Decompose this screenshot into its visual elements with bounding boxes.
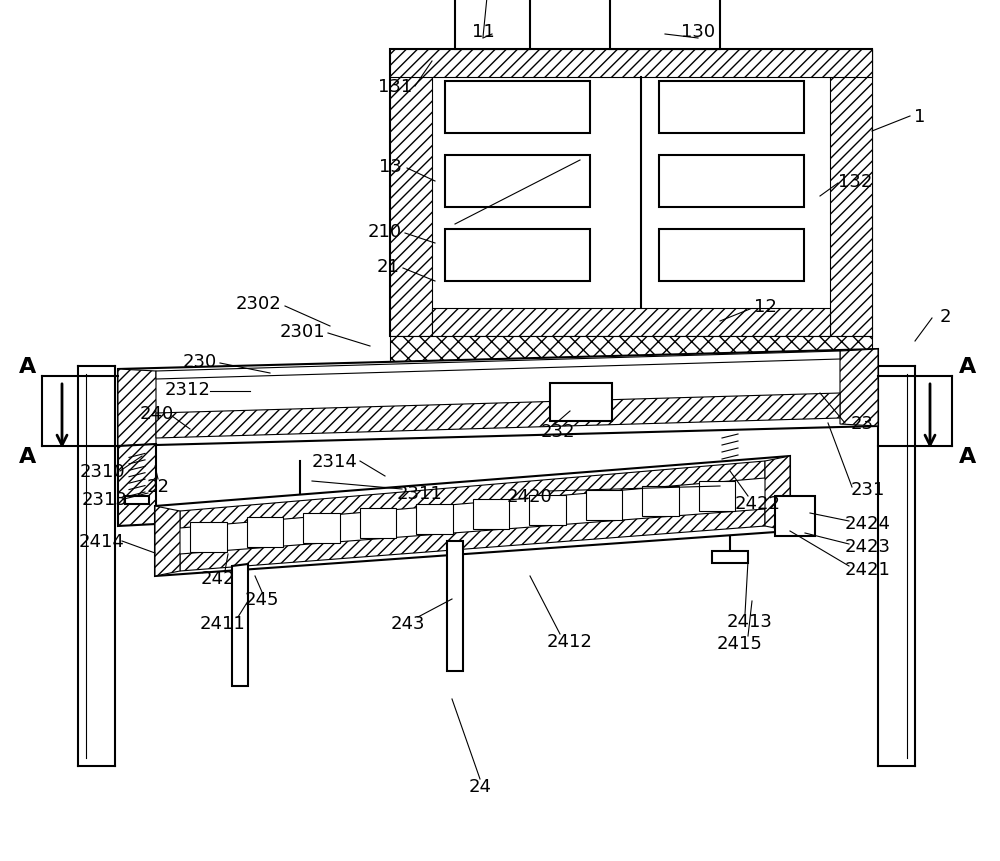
- Polygon shape: [156, 393, 840, 438]
- Text: 131: 131: [378, 77, 412, 96]
- Text: 243: 243: [391, 614, 425, 632]
- Polygon shape: [232, 564, 248, 686]
- Text: 2412: 2412: [547, 632, 593, 650]
- Bar: [390, 50, 872, 337]
- Polygon shape: [473, 499, 509, 530]
- Text: 2314: 2314: [312, 453, 358, 470]
- Polygon shape: [155, 506, 180, 576]
- Polygon shape: [180, 461, 765, 529]
- Bar: [775, 497, 815, 536]
- Text: 2311: 2311: [397, 485, 443, 503]
- Bar: [659, 230, 804, 282]
- Polygon shape: [360, 509, 396, 539]
- Text: 2313: 2313: [82, 491, 128, 508]
- Text: 231: 231: [851, 480, 885, 499]
- Polygon shape: [390, 50, 432, 337]
- Text: A: A: [19, 356, 37, 376]
- Text: 2: 2: [939, 307, 951, 325]
- Bar: [659, 156, 804, 208]
- Bar: [125, 497, 149, 505]
- Polygon shape: [840, 350, 878, 426]
- Text: 2310: 2310: [79, 462, 125, 480]
- Text: A: A: [959, 447, 977, 467]
- Bar: [445, 82, 590, 133]
- Bar: [455, 0, 530, 50]
- Text: 2421: 2421: [845, 561, 891, 579]
- Text: 2423: 2423: [845, 537, 891, 555]
- Bar: [284, 514, 316, 529]
- Text: 2411: 2411: [199, 614, 245, 632]
- Text: 2302: 2302: [235, 294, 281, 313]
- Polygon shape: [642, 486, 679, 516]
- Polygon shape: [830, 50, 872, 337]
- Bar: [550, 383, 612, 422]
- Text: 12: 12: [754, 298, 776, 316]
- Text: 13: 13: [379, 158, 401, 176]
- Text: 232: 232: [541, 423, 575, 441]
- Text: 240: 240: [140, 405, 174, 423]
- Polygon shape: [190, 522, 227, 552]
- Polygon shape: [118, 444, 156, 526]
- Text: 11: 11: [472, 23, 494, 41]
- Text: 242: 242: [201, 569, 235, 587]
- Text: 132: 132: [838, 173, 872, 191]
- Text: A: A: [19, 447, 37, 467]
- Text: 22: 22: [147, 478, 170, 495]
- Polygon shape: [155, 456, 790, 576]
- Bar: [659, 82, 804, 133]
- Text: 230: 230: [183, 353, 217, 370]
- Text: 1: 1: [914, 108, 926, 126]
- Bar: [718, 474, 742, 481]
- Text: 2420: 2420: [507, 487, 553, 505]
- Text: 2312: 2312: [165, 381, 211, 399]
- Bar: [712, 551, 748, 563]
- Polygon shape: [586, 491, 622, 521]
- Polygon shape: [765, 456, 790, 531]
- Bar: [610, 0, 720, 50]
- Polygon shape: [303, 513, 340, 543]
- Text: 210: 210: [368, 223, 402, 241]
- Text: 2413: 2413: [727, 612, 773, 630]
- Polygon shape: [447, 541, 463, 671]
- Polygon shape: [118, 350, 878, 447]
- Bar: [445, 156, 590, 208]
- Polygon shape: [529, 495, 566, 525]
- Polygon shape: [180, 510, 765, 572]
- Text: 2422: 2422: [735, 494, 781, 512]
- Text: 245: 245: [245, 591, 279, 608]
- Text: 24: 24: [468, 777, 492, 795]
- Text: 21: 21: [377, 257, 399, 276]
- Text: 2414: 2414: [79, 532, 125, 550]
- Polygon shape: [416, 505, 453, 534]
- Polygon shape: [156, 351, 840, 380]
- Polygon shape: [118, 369, 156, 447]
- Polygon shape: [698, 481, 735, 511]
- Text: 2301: 2301: [279, 323, 325, 341]
- Text: 23: 23: [850, 414, 874, 432]
- Text: 2415: 2415: [717, 635, 763, 653]
- Bar: [445, 230, 590, 282]
- Text: 130: 130: [681, 23, 715, 41]
- Polygon shape: [247, 517, 283, 548]
- Polygon shape: [390, 50, 872, 77]
- Text: A: A: [959, 356, 977, 376]
- Polygon shape: [390, 337, 872, 379]
- Text: 2424: 2424: [845, 514, 891, 532]
- Polygon shape: [432, 308, 830, 337]
